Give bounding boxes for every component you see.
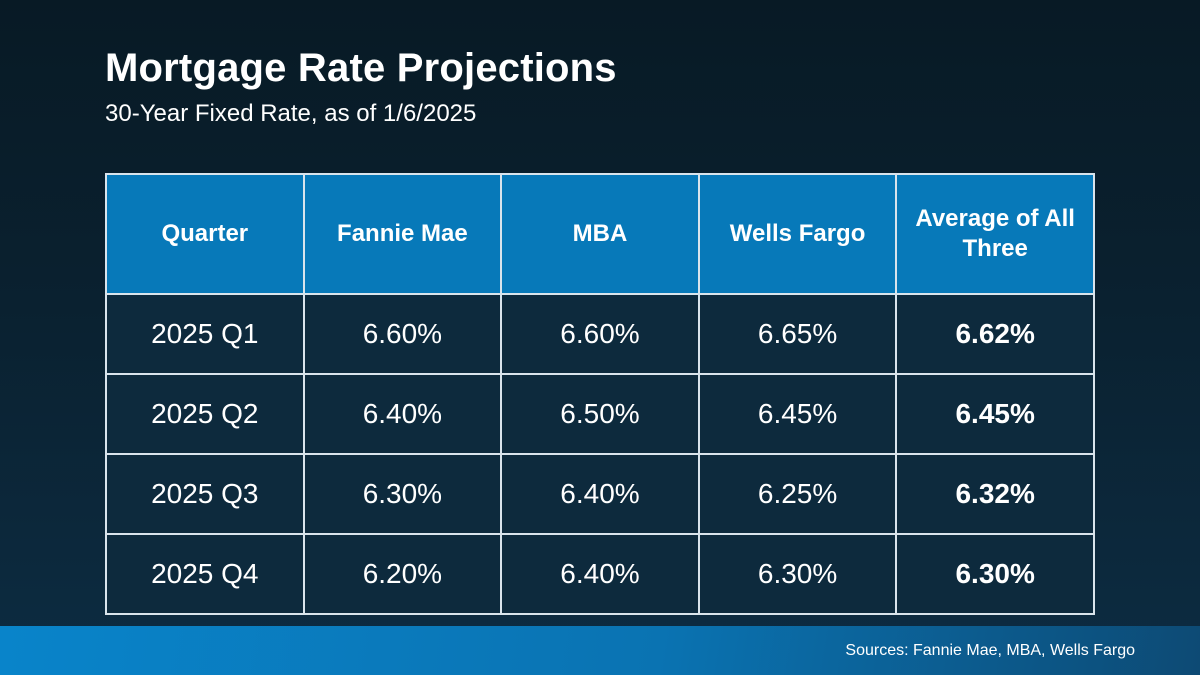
table-row-q1: 2025 Q1 6.60% 6.60% 6.65% 6.62% <box>105 293 1095 375</box>
cell-q2-quarter: 2025 Q2 <box>105 373 305 455</box>
table-row-q2: 2025 Q2 6.40% 6.50% 6.45% 6.45% <box>105 373 1095 455</box>
cell-q3-wells-fargo: 6.25% <box>697 453 898 535</box>
header-cell-wells-fargo: Wells Fargo <box>697 173 898 295</box>
mortgage-rates-table: Quarter Fannie Mae MBA Wells Fargo Avera… <box>105 173 1095 615</box>
page-title: Mortgage Rate Projections <box>105 46 617 90</box>
cell-q4-average: 6.30% <box>895 533 1095 615</box>
cell-q1-mba: 6.60% <box>500 293 700 375</box>
cell-q2-average: 6.45% <box>895 373 1095 455</box>
header-cell-fannie-mae: Fannie Mae <box>302 173 503 295</box>
cell-q2-fannie-mae: 6.40% <box>302 373 503 455</box>
cell-q4-fannie-mae: 6.20% <box>302 533 503 615</box>
header-cell-mba: MBA <box>500 173 700 295</box>
cell-q2-wells-fargo: 6.45% <box>697 373 898 455</box>
sources-text: Sources: Fannie Mae, MBA, Wells Fargo <box>845 642 1135 659</box>
page-subtitle: 30-Year Fixed Rate, as of 1/6/2025 <box>105 100 477 127</box>
header-cell-quarter: Quarter <box>105 173 305 295</box>
table-row-q4: 2025 Q4 6.20% 6.40% 6.30% 6.30% <box>105 533 1095 615</box>
cell-q1-fannie-mae: 6.60% <box>302 293 503 375</box>
cell-q4-quarter: 2025 Q4 <box>105 533 305 615</box>
header-cell-average: Average of All Three <box>895 173 1095 295</box>
cell-q2-mba: 6.50% <box>500 373 700 455</box>
table-row-q3: 2025 Q3 6.30% 6.40% 6.25% 6.32% <box>105 453 1095 535</box>
cell-q3-quarter: 2025 Q3 <box>105 453 305 535</box>
cell-q1-quarter: 2025 Q1 <box>105 293 305 375</box>
table-header-row: Quarter Fannie Mae MBA Wells Fargo Avera… <box>105 173 1095 295</box>
cell-q4-mba: 6.40% <box>500 533 700 615</box>
cell-q3-average: 6.32% <box>895 453 1095 535</box>
cell-q3-fannie-mae: 6.30% <box>302 453 503 535</box>
cell-q4-wells-fargo: 6.30% <box>697 533 898 615</box>
cell-q1-wells-fargo: 6.65% <box>697 293 898 375</box>
cell-q1-average: 6.62% <box>895 293 1095 375</box>
cell-q3-mba: 6.40% <box>500 453 700 535</box>
footer-bar: Sources: Fannie Mae, MBA, Wells Fargo <box>0 626 1200 675</box>
